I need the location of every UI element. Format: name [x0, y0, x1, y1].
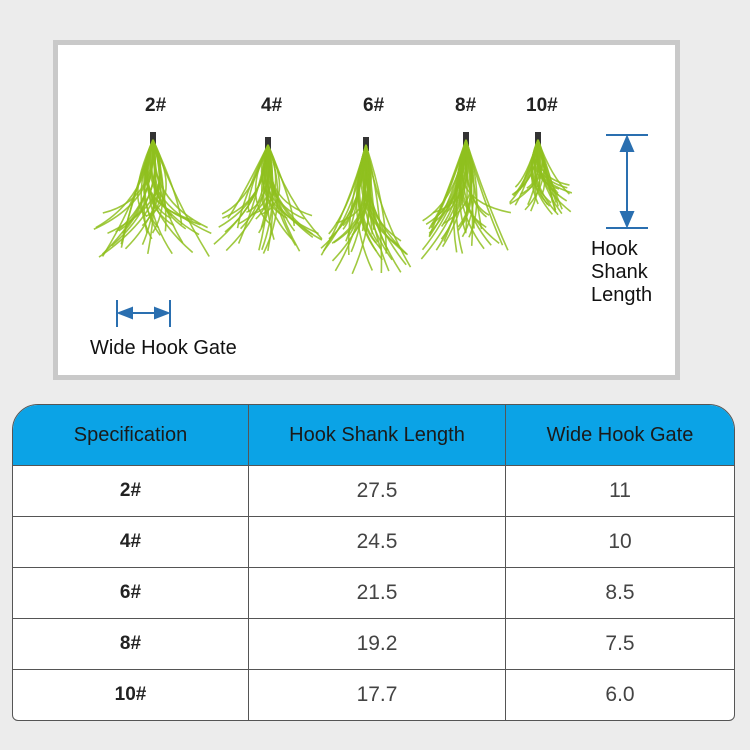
strand [147, 139, 173, 255]
label-line: Hook [591, 238, 638, 260]
cell-shank: 21.5 [249, 568, 506, 619]
strand [527, 139, 540, 206]
table-row: 4# 24.5 10 [13, 517, 734, 568]
strand [422, 139, 467, 222]
cell-spec: 2# [13, 466, 249, 517]
size-label-8: 8# [455, 95, 477, 116]
cell-shank: 24.5 [249, 517, 506, 568]
gate-tick-lines [116, 300, 171, 327]
product-photo-frame: 2# 4# 6# 8# 10# Hook Shank Length Wide H… [53, 40, 680, 380]
label-line: Length [591, 284, 653, 306]
strand [365, 144, 412, 268]
cell-gate: 7.5 [506, 619, 734, 670]
strand [111, 139, 156, 247]
strand [428, 139, 467, 237]
strand [357, 144, 383, 261]
cell-gate: 6.0 [605, 683, 635, 706]
hook-head [463, 132, 469, 146]
size-label-2: 2# [145, 95, 167, 116]
size-label-6: 6# [363, 95, 385, 116]
strand [102, 139, 154, 214]
hook-head [150, 132, 156, 146]
arrow-down-icon [619, 211, 635, 229]
strand [537, 139, 563, 210]
table-row: 8# 19.2 7.5 [13, 619, 734, 670]
strand [460, 139, 512, 214]
strand [465, 139, 474, 246]
wide-hook-gate-label: Wide Hook Gate [90, 337, 237, 359]
spec-table: Specification Hook Shank Length Wide Hoo… [12, 404, 735, 721]
hook-head [535, 132, 541, 146]
lure-10# [509, 132, 573, 216]
cell-spec: 8# [13, 619, 249, 670]
cell-spec: 10# [13, 670, 249, 720]
lure-8# [420, 132, 512, 260]
size-label-10: 10# [526, 95, 558, 116]
hook-shank-length-label: Hook Shank Length [591, 238, 652, 307]
table-row: 6# 21.5 8.5 [13, 568, 734, 619]
cell-gate: 11 [506, 466, 734, 517]
lure-6# [320, 137, 412, 275]
arrow-up-icon [619, 134, 635, 152]
strand [152, 139, 210, 257]
arrow-left-icon [116, 306, 133, 320]
cell-shank: 17.7 [249, 670, 506, 720]
strand [266, 144, 313, 217]
strand [267, 144, 296, 232]
hook-head [363, 137, 369, 151]
cell-spec: 6# [13, 568, 249, 619]
table-row: 2# 27.5 11 [13, 466, 734, 517]
header-specification: Specification [13, 405, 249, 466]
lure-illustrations [93, 132, 648, 327]
strand [236, 144, 269, 229]
strand [342, 144, 367, 230]
arrow-right-icon [154, 306, 171, 320]
lure-4# [213, 137, 323, 254]
strand [267, 144, 323, 240]
strand [442, 139, 474, 225]
cell-spec: 4# [13, 517, 249, 568]
cell-gate: 10 [506, 517, 734, 568]
table-row: 10# 17.7 6.0 [13, 670, 734, 720]
cell-gate: 8.5 [506, 568, 734, 619]
cell-shank: 27.5 [249, 466, 506, 517]
cell-shank: 19.2 [249, 619, 506, 670]
strand [146, 139, 194, 254]
label-line: Shank [591, 261, 648, 283]
header-wide-hook-gate: Wide Hook Gate [506, 405, 734, 466]
size-label-4: 4# [261, 95, 283, 116]
strand [431, 139, 467, 225]
header-hook-shank-length: Hook Shank Length [249, 405, 506, 466]
strand [237, 144, 269, 244]
strand [440, 139, 468, 240]
hook-head [265, 137, 271, 151]
lure-2# [93, 132, 212, 258]
